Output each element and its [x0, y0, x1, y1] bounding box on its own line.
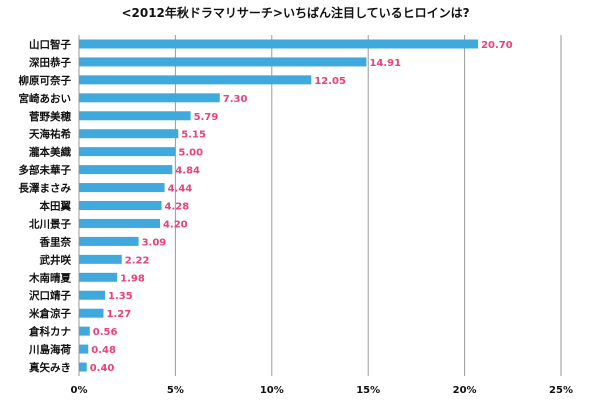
category-label: 宮崎あおい	[19, 92, 72, 105]
bar	[79, 129, 179, 139]
category-label: 瀧本美織	[29, 146, 71, 159]
category-label: 真矢みき	[29, 361, 71, 374]
bar	[79, 39, 479, 49]
bar	[79, 326, 90, 336]
x-tick-label: 25%	[549, 385, 573, 396]
data-label: 4.28	[165, 202, 190, 213]
data-label: 0.40	[90, 363, 115, 374]
category-label: 菅野美穂	[29, 110, 71, 123]
data-label: 4.84	[175, 166, 200, 177]
bar	[79, 362, 87, 372]
data-label: 3.09	[142, 237, 167, 248]
bar	[79, 254, 122, 264]
bar	[79, 201, 162, 210]
bar	[79, 218, 160, 228]
bar	[79, 236, 139, 246]
data-label: 20.70	[481, 40, 513, 51]
data-label: 5.00	[178, 148, 203, 159]
category-label: 深田恭子	[29, 56, 71, 69]
bar	[79, 93, 220, 103]
data-label: 1.27	[106, 309, 131, 320]
chart-title: <2012年秋ドラマリサーチ>いちばん注目しているヒロインは?	[121, 6, 470, 20]
data-label: 0.56	[93, 327, 118, 338]
category-label: 倉科カナ	[28, 325, 71, 338]
data-label: 5.15	[181, 130, 206, 141]
data-label: 4.20	[163, 219, 188, 230]
category-label: 木南晴夏	[28, 271, 71, 284]
category-label: 武井咲	[40, 253, 72, 266]
data-label: 7.30	[223, 94, 248, 105]
x-tick-label: 15%	[356, 385, 380, 396]
category-label: 米倉涼子	[28, 307, 71, 320]
category-label: 柳原可奈子	[19, 74, 72, 87]
category-label: 北川景子	[29, 217, 71, 230]
category-label: 多部未華子	[19, 164, 72, 177]
category-label: 本田翼	[40, 200, 72, 213]
category-label: 長澤まさみ	[19, 182, 72, 195]
data-label: 4.44	[168, 184, 193, 195]
bar	[79, 57, 367, 67]
bar	[79, 111, 191, 121]
category-label: 香里奈	[39, 235, 72, 248]
bar	[79, 344, 89, 354]
data-label: 5.79	[194, 112, 219, 123]
data-label: 2.22	[125, 255, 150, 266]
category-label: 天海祐希	[29, 128, 71, 141]
bar	[79, 308, 104, 318]
category-label: 川島海荷	[28, 343, 71, 356]
category-label: 山口智子	[29, 38, 71, 51]
bar	[79, 183, 165, 193]
bar	[79, 147, 176, 157]
bar	[79, 75, 312, 85]
x-tick-label: 20%	[453, 385, 477, 396]
bar	[79, 272, 118, 282]
data-label: 1.98	[120, 273, 145, 284]
category-label: 沢口靖子	[29, 289, 71, 302]
data-label: 14.91	[369, 58, 401, 69]
x-tick-label: 5%	[167, 385, 184, 396]
bar	[79, 165, 173, 175]
data-label: 1.35	[108, 291, 133, 302]
x-tick-label: 10%	[260, 385, 284, 396]
data-label: 12.05	[314, 76, 346, 87]
data-label: 0.48	[91, 345, 116, 356]
x-tick-label: 0%	[71, 385, 88, 396]
bar	[79, 290, 106, 300]
